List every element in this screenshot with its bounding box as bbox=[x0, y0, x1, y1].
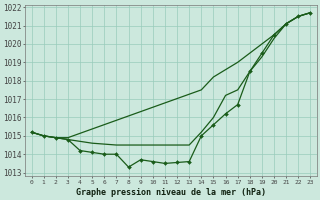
X-axis label: Graphe pression niveau de la mer (hPa): Graphe pression niveau de la mer (hPa) bbox=[76, 188, 266, 197]
